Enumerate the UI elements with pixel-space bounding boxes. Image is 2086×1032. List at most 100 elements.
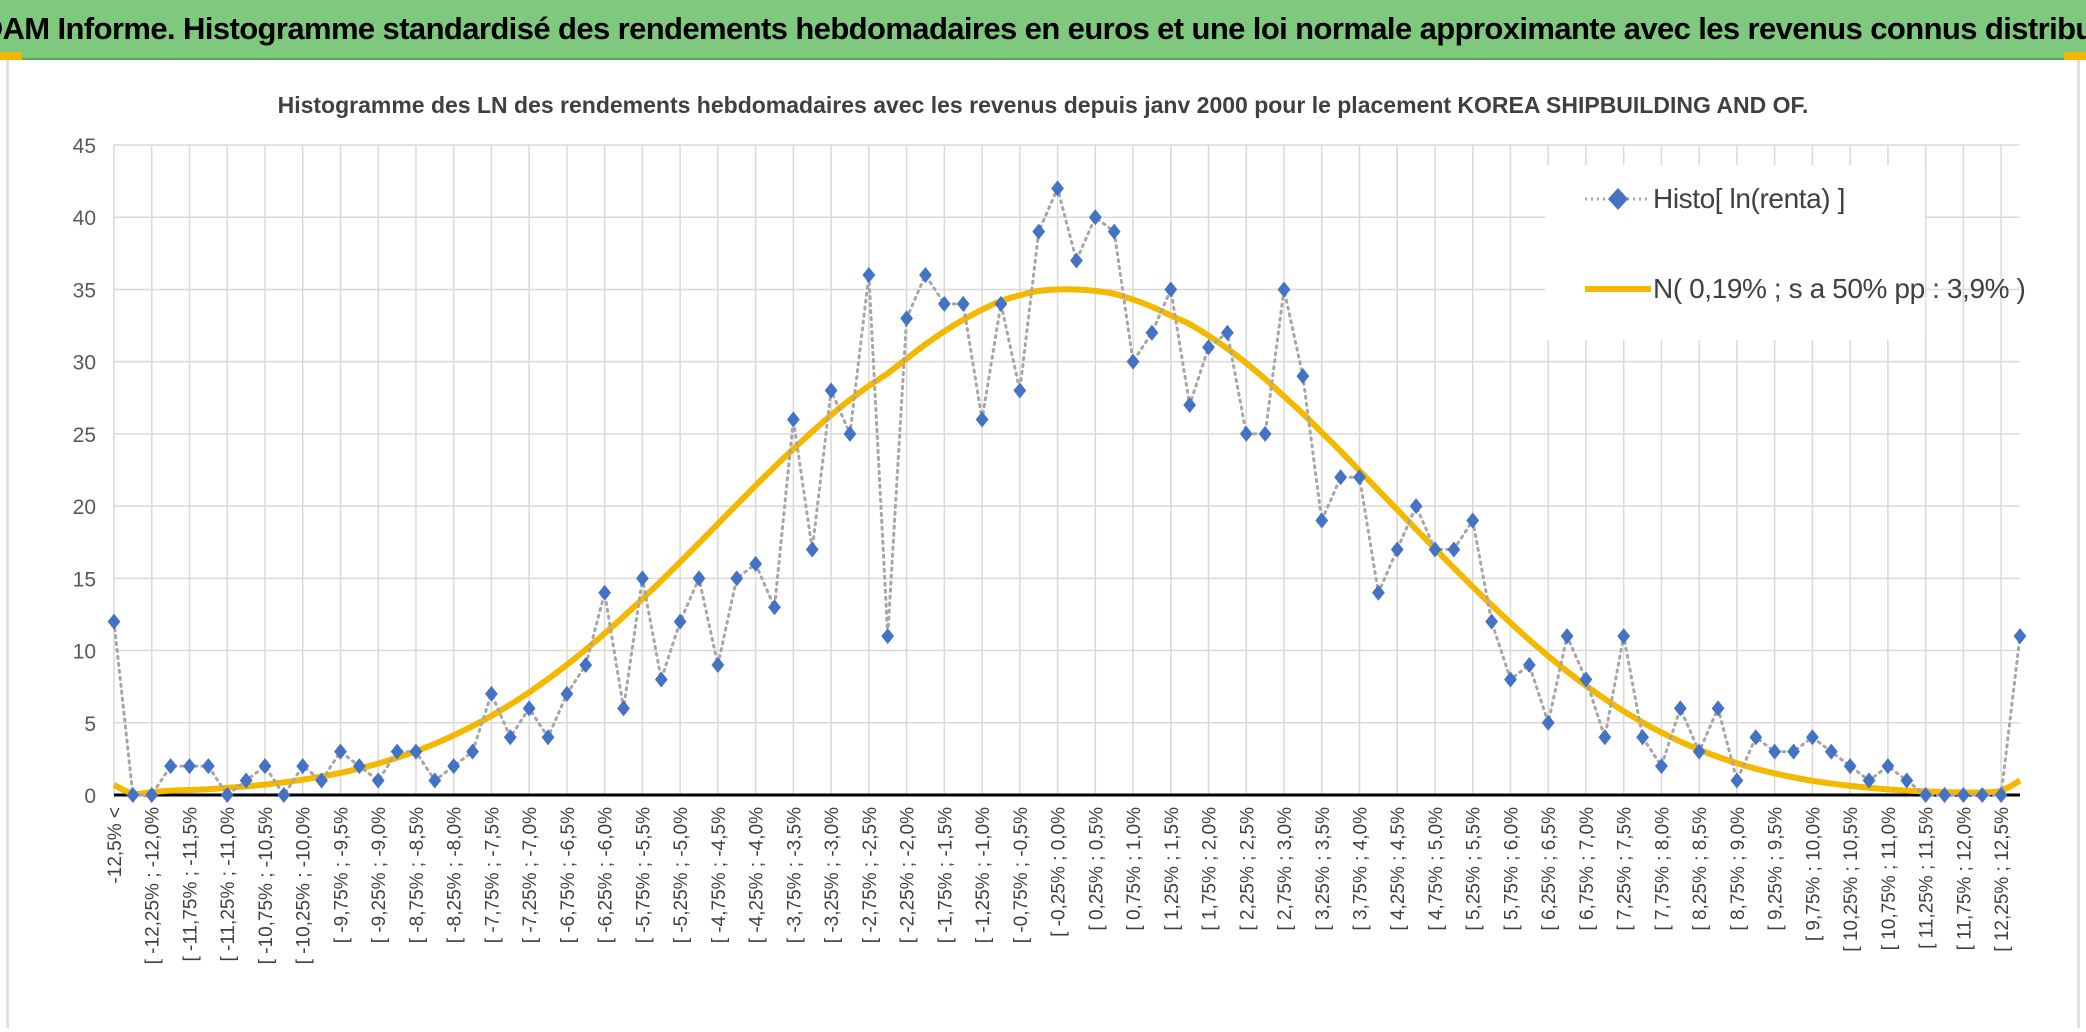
x-tick-label: [ -11,25% ; -11,0% xyxy=(218,807,239,962)
histo-point xyxy=(1541,714,1555,731)
histo-point xyxy=(900,310,913,327)
histo-point xyxy=(598,584,612,601)
x-tick-label: [ 10,25% ; 10,5% xyxy=(1841,807,1862,952)
histo-point xyxy=(1504,671,1517,688)
histo-point xyxy=(1315,512,1329,529)
x-tick-label: [ -10,25% ; -10,0% xyxy=(294,807,315,964)
histo-point xyxy=(1655,758,1668,775)
x-tick-label: [ 4,25% ; 4,5% xyxy=(1388,807,1409,931)
x-tick-label: [ 6,25% ; 6,5% xyxy=(1539,807,1560,931)
histo-point xyxy=(975,411,989,428)
histo-point xyxy=(1277,281,1291,298)
histo-point xyxy=(1296,368,1310,385)
histo-point xyxy=(1938,787,1951,803)
histo-point xyxy=(635,570,649,587)
x-tick-label: [ 11,75% ; 12,0% xyxy=(1954,807,1975,950)
histo-point xyxy=(1032,223,1046,240)
histo-point xyxy=(352,758,366,775)
banner-corner-left xyxy=(0,52,22,60)
histo-point xyxy=(1598,729,1612,746)
x-tick-label: [ 3,25% ; 3,5% xyxy=(1313,807,1334,931)
series-histogram xyxy=(107,180,2027,803)
x-tick-label: [ -5,25% ; -5,0% xyxy=(671,807,692,943)
histo-point xyxy=(1636,729,1649,746)
y-tick-label: 30 xyxy=(73,352,96,375)
y-tick-label: 25 xyxy=(73,424,96,447)
x-axis: -12,5% < [ -12,25% ; -12,0% [ -11,75% ; -1… xyxy=(105,793,2020,964)
histo-point xyxy=(1900,772,1914,789)
x-tick-label: [ 2,25% ; 2,5% xyxy=(1237,807,1258,931)
histo-point xyxy=(1806,729,1819,746)
x-tick-label: [ -8,75% ; -8,5% xyxy=(407,807,428,943)
histo-point xyxy=(1428,541,1442,558)
x-tick-label: [ -2,75% ; -2,5% xyxy=(860,807,881,943)
x-tick-label: [ -9,75% ; -9,5% xyxy=(331,807,352,943)
histo-point xyxy=(183,758,196,775)
legend-label-normal: N( 0,19% ; s a 50% pp : 3,9% ) xyxy=(1653,273,2026,304)
y-tick-label: 45 xyxy=(73,135,96,158)
histo-point xyxy=(1107,223,1121,240)
histo-point xyxy=(1768,743,1782,760)
histo-line xyxy=(112,183,2022,798)
histo-point xyxy=(1881,758,1895,775)
histo-point xyxy=(1862,772,1876,789)
histo-point xyxy=(692,570,706,587)
histo-point xyxy=(1447,541,1461,558)
histo-point xyxy=(937,295,951,312)
histo-point xyxy=(560,685,574,702)
x-tick-label: [ -3,25% ; -3,0% xyxy=(822,807,843,943)
x-tick-label: [ 7,75% ; 8,0% xyxy=(1652,807,1673,931)
histo-point xyxy=(1126,353,1140,370)
histo-point xyxy=(220,787,234,803)
histo-point xyxy=(1975,787,1989,803)
histo-point xyxy=(881,628,895,645)
x-tick-label: [ 7,25% ; 7,5% xyxy=(1615,807,1636,931)
x-tick-label: [ -8,25% ; -8,0% xyxy=(445,807,466,943)
histo-point xyxy=(1051,180,1064,197)
histo-point xyxy=(145,787,159,803)
histo-point xyxy=(1088,209,1102,226)
histo-point xyxy=(673,613,687,630)
x-tick-label: [ 4,75% ; 5,0% xyxy=(1426,807,1447,931)
x-tick-label: [ 9,75% ; 10,0% xyxy=(1803,807,1824,941)
y-tick-label: 15 xyxy=(73,568,96,591)
histo-point xyxy=(824,382,838,399)
histo-point xyxy=(1371,584,1385,601)
histo-point xyxy=(296,758,310,775)
x-tick-label: [ -10,75% ; -10,5% xyxy=(256,807,277,964)
y-tick-label: 40 xyxy=(73,207,96,230)
histo-point xyxy=(1334,469,1348,486)
x-tick-label: [ 2,75% ; 3,0% xyxy=(1275,807,1296,931)
histo-point xyxy=(1239,425,1253,442)
x-tick-label: [ -2,25% ; -2,0% xyxy=(898,807,919,943)
x-tick-label: [ 3,75% ; 4,0% xyxy=(1351,807,1372,931)
histo-point xyxy=(466,743,479,760)
histo-point xyxy=(541,729,555,746)
y-tick-label: 20 xyxy=(73,496,96,519)
header-banner: ADAM Informe. Histogramme standardisé de… xyxy=(0,0,2086,60)
histo-point xyxy=(277,787,291,803)
chart-title: Histogramme des LN des rendements hebdom… xyxy=(278,92,1809,118)
histo-point xyxy=(805,541,819,558)
histo-point xyxy=(711,657,725,673)
y-axis: 0 5 10 15 20 25 30 35 40 45 xyxy=(73,135,96,808)
legend: Histo[ ln(renta) ] N( 0,19% ; s a 50% pp… xyxy=(1545,165,2026,340)
histo-point xyxy=(409,743,423,760)
histo-point xyxy=(786,411,800,428)
y-tick-label: 0 xyxy=(84,785,96,808)
histo-point xyxy=(1919,787,1933,803)
histo-point xyxy=(1183,397,1197,413)
histo-point xyxy=(1711,700,1725,717)
x-tick-label: [ -6,75% ; -6,5% xyxy=(558,807,579,943)
x-tick-label: [ 0,75% ; 1,0% xyxy=(1124,807,1145,931)
x-tick-label: [ 8,75% ; 9,0% xyxy=(1728,807,1749,931)
legend-label-histo: Histo[ ln(renta) ] xyxy=(1653,183,1845,214)
histo-point xyxy=(1843,758,1857,775)
legend-histo-marker-icon xyxy=(1585,188,1651,210)
histo-point xyxy=(447,758,461,775)
histo-point xyxy=(862,267,876,283)
histo-point xyxy=(1956,787,1970,803)
x-tick-label: [ 10,75% ; 11,0% xyxy=(1879,807,1900,950)
x-tick-label: [ 12,25% ; 12,5% xyxy=(1992,807,2013,952)
